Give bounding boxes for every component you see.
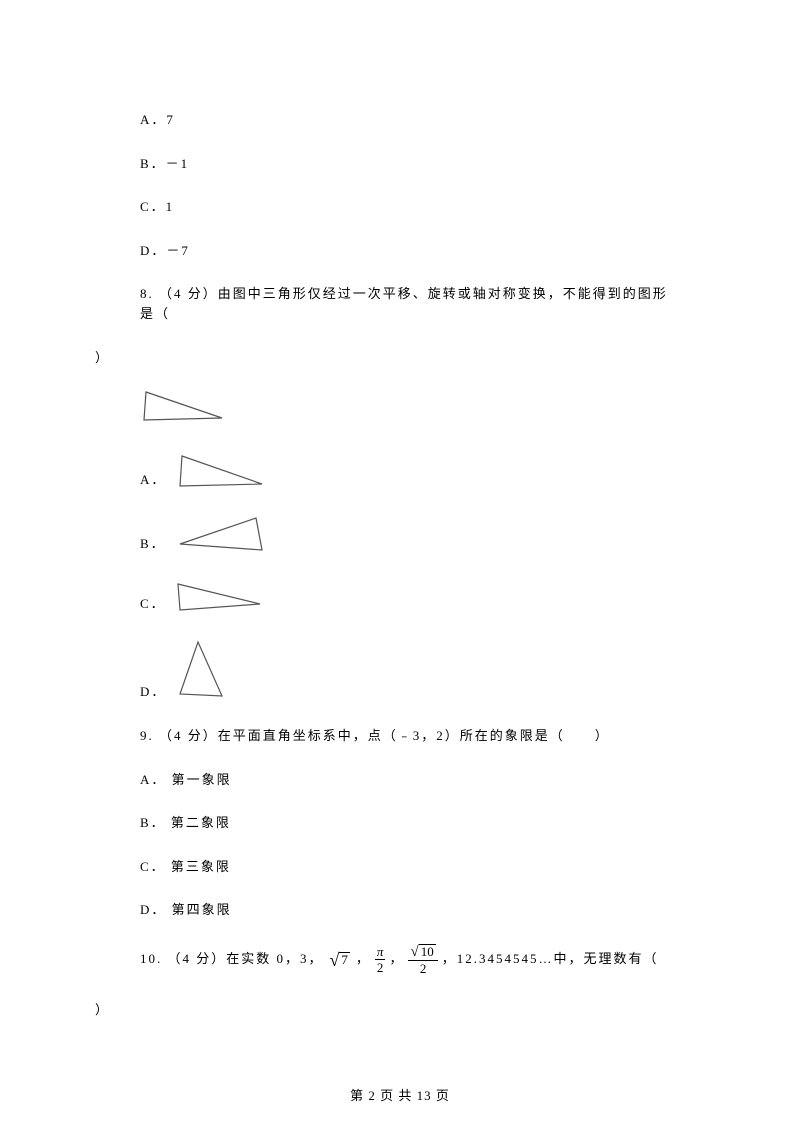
q7-option-b: B．－1: [140, 154, 670, 174]
q10-c1: ，: [356, 949, 371, 969]
pi-over-2: π 2: [375, 945, 386, 974]
q7-option-d: D．－7: [140, 241, 670, 261]
q10-stem: 10. （4 分）在实数 0，3， √7 ， π 2 ， √10 2 ，12.3…: [140, 944, 670, 975]
q8-close-paren: ）: [95, 347, 670, 366]
q8-label-d: D．: [140, 681, 166, 702]
sqrt10-over-2: √10 2: [408, 944, 437, 975]
q7-option-c: C．1: [140, 197, 670, 217]
q8-option-c: C．: [140, 578, 670, 614]
sqrt7: √7: [330, 952, 350, 967]
q7-option-a: A．7: [140, 110, 670, 130]
q8-given-figure: [140, 388, 670, 426]
q10-post: ，12.3454545…中，无理数有（: [442, 949, 659, 969]
q9-stem: 9. （4 分）在平面直角坐标系中，点（﹣3，2）所在的象限是（ ）: [140, 726, 670, 746]
page-footer: 第 2 页 共 13 页: [0, 1085, 800, 1104]
q8-option-a: A．: [140, 450, 670, 490]
q8-optC-triangle: [174, 578, 266, 614]
q8-label-a: A．: [140, 469, 166, 490]
q9-option-d: D． 第四象限: [140, 900, 670, 920]
q8-given-triangle: [140, 388, 228, 426]
q8-option-b: B．: [140, 514, 670, 554]
q8-stem: 8. （4 分）由图中三角形仅经过一次平移、旋转或轴对称变换，不能得到的图形是（: [140, 284, 670, 323]
q8-optD-triangle: [174, 638, 230, 702]
q8-label-c: C．: [140, 593, 166, 614]
q8-optA-triangle: [174, 450, 268, 490]
q8-option-d: D．: [140, 638, 670, 702]
q9-option-b: B． 第二象限: [140, 813, 670, 833]
q10-pre: 10. （4 分）在实数 0，3，: [140, 949, 324, 969]
q8-label-b: B．: [140, 533, 166, 554]
q9-option-c: C． 第三象限: [140, 857, 670, 877]
q9-option-a: A． 第一象限: [140, 770, 670, 790]
q10-close-paren: ）: [95, 999, 670, 1018]
q10-c2: ，: [389, 949, 404, 969]
q8-optB-triangle: [174, 514, 266, 554]
